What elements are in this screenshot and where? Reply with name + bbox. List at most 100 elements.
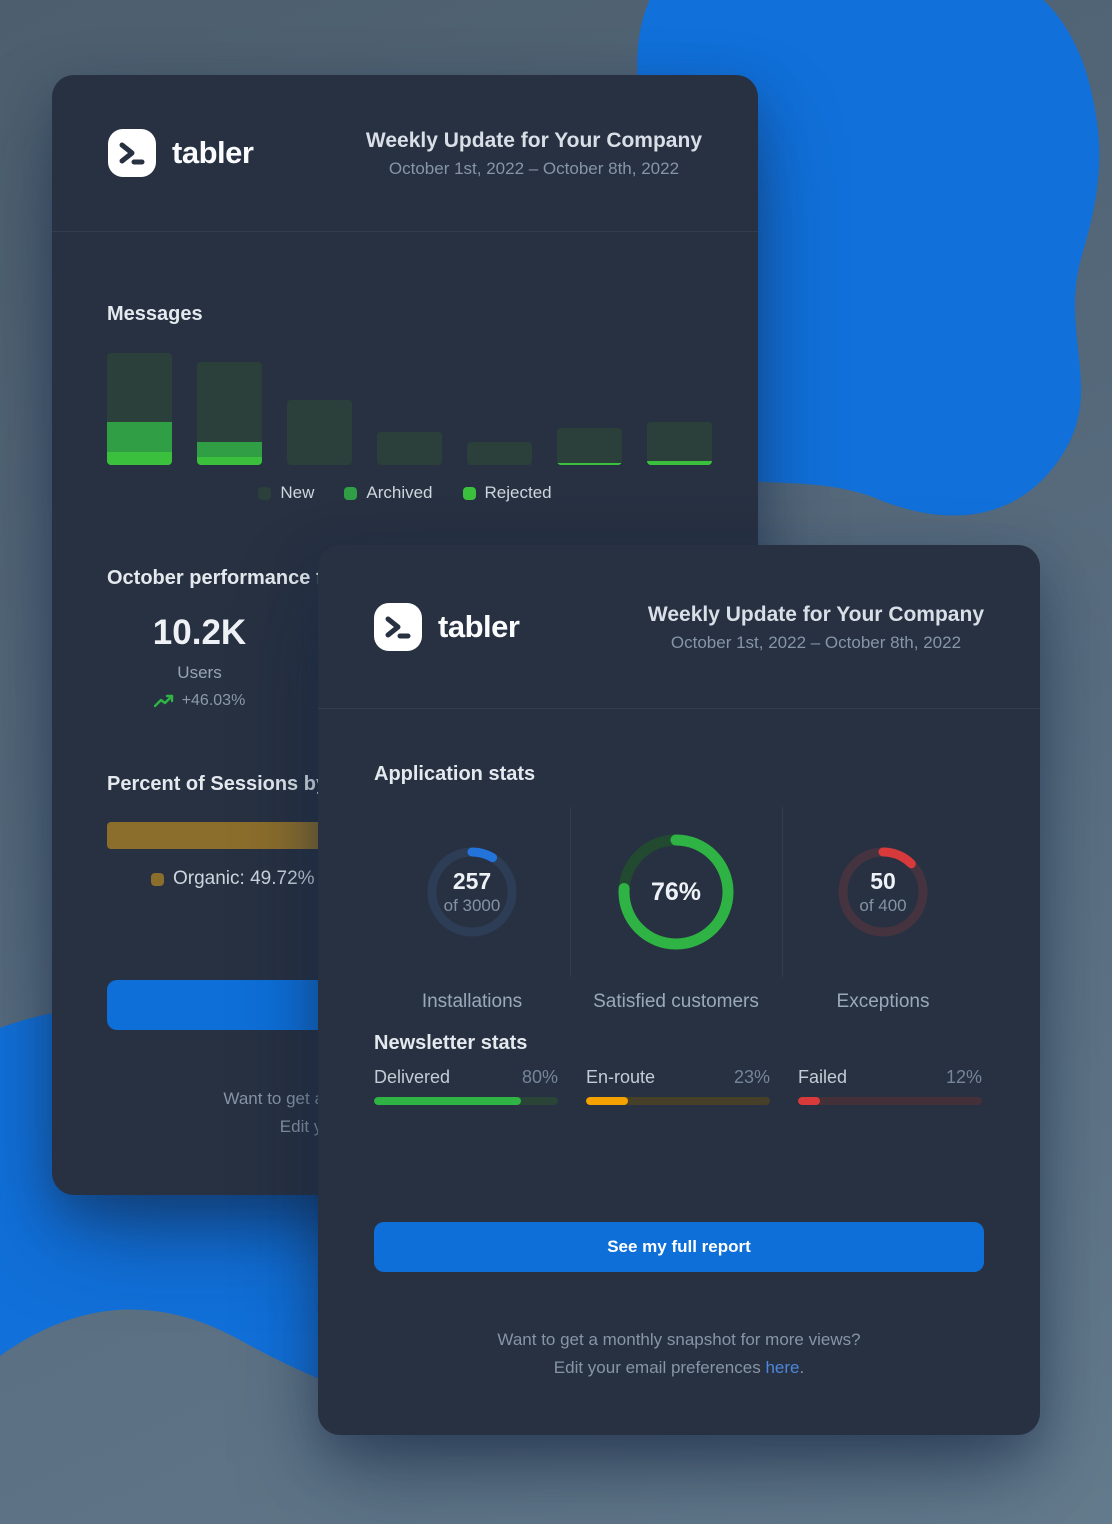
messages-heading: Messages	[107, 303, 203, 325]
donut-chart: 257 of 3000	[422, 842, 522, 942]
donut-sub-value: of 400	[859, 896, 907, 915]
header-text: Weekly Update for Your Company October 1…	[366, 127, 702, 179]
message-bar	[377, 432, 442, 465]
application-stats-row: 257 of 3000 76% 50 of 400	[374, 807, 984, 977]
footer-line1: Want to get a monthly snapshot for more …	[497, 1330, 861, 1349]
newsletter-bar-label: Delivered	[374, 1067, 451, 1087]
see-full-report-button[interactable]: See my full report	[374, 1222, 984, 1272]
sessions-legend: Organic: 49.72%	[151, 868, 315, 890]
message-bar-segment-new	[467, 442, 532, 465]
donut-center-text: 257 of 3000	[422, 842, 522, 942]
message-bar-segment-rejected	[557, 463, 622, 465]
donut-value: 76%	[650, 878, 702, 906]
newsletter-bar-label: Failed	[798, 1067, 848, 1087]
trending-up-icon	[153, 694, 173, 708]
email-title: Weekly Update for Your Company	[647, 602, 984, 626]
donut-center-text: 76%	[614, 830, 738, 954]
message-bar-segment-archived	[107, 422, 172, 452]
message-bar-segment-new	[197, 362, 262, 442]
tabler-logo-icon	[374, 602, 422, 651]
organic-legend-label: Organic: 49.72%	[173, 868, 315, 889]
donut-value: 50	[870, 868, 896, 894]
footer-line2-text: Edit your email preferences	[553, 1358, 766, 1377]
message-bar	[287, 400, 352, 465]
legend-item-archived: Archived	[344, 483, 433, 503]
newsletter-bar-delivered: Delivered 80%	[374, 1067, 558, 1105]
message-bar	[557, 428, 622, 465]
legend-label-rejected: Rejected	[484, 483, 552, 502]
newsletter-bar-en-route: En-route 23%	[586, 1067, 770, 1105]
message-bar-segment-archived	[197, 442, 262, 457]
sessions-heading: Percent of Sessions by C	[107, 773, 348, 795]
donut-caption: Satisfied customers	[593, 991, 759, 1012]
newsletter-bar-track	[374, 1097, 558, 1105]
stats-divider-2	[782, 807, 783, 977]
header-text: Weekly Update for Your Company October 1…	[648, 601, 984, 653]
message-bar	[197, 362, 262, 465]
newsletter-bar-label: En-route	[586, 1067, 656, 1087]
brand: tabler	[108, 129, 254, 177]
message-bar	[647, 422, 712, 465]
donut-column-2: 50 of 400	[782, 807, 984, 977]
newsletter-stats-row: Delivered 80% En-route 23% Failed 12%	[374, 1067, 982, 1105]
legend-dot-archived	[344, 486, 358, 500]
preferences-link[interactable]: here	[765, 1358, 800, 1377]
front-card-header: tabler Weekly Update for Your Company Oc…	[318, 545, 1040, 709]
performance-heading: October performance fo	[107, 567, 335, 589]
donut-caption: Installations	[421, 991, 523, 1012]
donut-caption: Exceptions	[836, 991, 930, 1012]
users-stat-delta: +46.03%	[107, 692, 292, 710]
newsletter-bar-head: En-route 23%	[586, 1067, 770, 1088]
message-bar-segment-new	[287, 400, 352, 465]
stats-divider-1	[570, 807, 571, 977]
donut-sub-value: of 3000	[443, 896, 501, 915]
donut-center-text: 50 of 400	[833, 842, 933, 942]
message-bar-segment-new	[557, 428, 622, 463]
application-stats-heading: Application stats	[374, 763, 536, 785]
newsletter-bar-fill	[798, 1097, 821, 1105]
users-delta-value: +46.03%	[181, 692, 246, 709]
organic-legend-dot	[151, 872, 164, 886]
brand-wordmark: tabler	[438, 608, 520, 644]
messages-chart	[107, 350, 712, 465]
message-bar-segment-new	[107, 353, 172, 422]
footer-period: .	[799, 1358, 805, 1377]
legend-label-new: New	[280, 483, 315, 502]
newsletter-bar-head: Failed 12%	[798, 1067, 982, 1088]
newsletter-stats-heading: Newsletter stats	[374, 1032, 528, 1054]
donut-value: 257	[452, 868, 492, 894]
users-stat-value: 10.2K	[152, 613, 247, 652]
newsletter-bar-percent: 80%	[521, 1067, 558, 1087]
legend-item-new: New	[258, 483, 314, 503]
message-bar-segment-rejected	[197, 457, 262, 465]
message-bar-segment-rejected	[107, 452, 172, 465]
newsletter-bar-track	[586, 1097, 770, 1105]
message-bar-segment-new	[377, 432, 442, 465]
legend-label-archived: Archived	[366, 483, 433, 502]
donut-chart: 50 of 400	[833, 842, 933, 942]
message-bar	[467, 442, 532, 465]
newsletter-bar-fill	[586, 1097, 629, 1105]
see-full-report-label: See my full report	[607, 1237, 751, 1256]
email-title: Weekly Update for Your Company	[365, 129, 702, 152]
newsletter-bar-percent: 23%	[733, 1067, 770, 1087]
email-date-range: October 1st, 2022 – October 8th, 2022	[670, 632, 962, 652]
newsletter-bar-fill	[374, 1097, 522, 1105]
donut-chart: 76%	[614, 830, 738, 954]
legend-item-rejected: Rejected	[462, 483, 552, 503]
message-bar	[107, 353, 172, 465]
back-card-header: tabler Weekly Update for Your Company Oc…	[52, 75, 758, 232]
brand-wordmark: tabler	[172, 135, 254, 170]
newsletter-bar-percent: 12%	[945, 1067, 982, 1087]
brand: tabler	[374, 602, 520, 651]
message-bar-segment-rejected	[647, 461, 712, 465]
legend-dot-new	[258, 486, 272, 500]
users-stat-label: Users	[177, 663, 222, 682]
footer-line2: Edit your email preferences here.	[318, 1358, 1040, 1378]
newsletter-bar-failed: Failed 12%	[798, 1067, 982, 1105]
newsletter-bar-head: Delivered 80%	[374, 1067, 558, 1088]
messages-legend: New Archived Rejected	[52, 483, 758, 503]
donut-column-0: 257 of 3000	[374, 807, 570, 977]
legend-dot-rejected	[462, 486, 476, 500]
